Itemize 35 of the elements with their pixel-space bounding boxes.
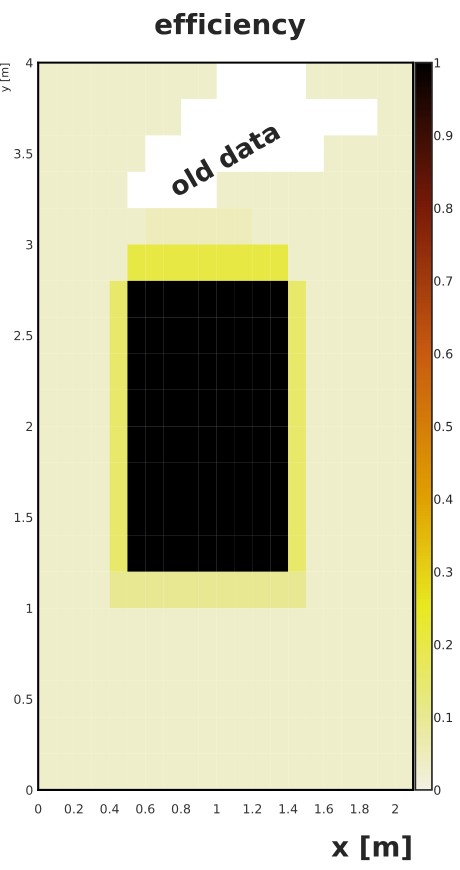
color-bar-label: 1 [434, 58, 440, 68]
x-tick-label: 0.8 [172, 804, 190, 814]
y-tick-label: 1.5 [14, 512, 32, 522]
y-tick-label: 2.5 [14, 330, 32, 340]
x-tick-label: 0.2 [64, 804, 83, 814]
color-bar-label: 0.5 [434, 422, 452, 432]
color-bar-label: 0.7 [434, 276, 452, 286]
y-tick-label: 1 [26, 604, 32, 613]
color-bar-label: 0.6 [434, 349, 452, 358]
color-bar-label: 0.2 [434, 640, 452, 650]
x-tick-label: 1 [214, 804, 220, 814]
y-tick-label: 3 [26, 240, 32, 250]
x-tick-label: 1.4 [280, 804, 298, 814]
x-tick-label: 1.8 [350, 804, 369, 814]
color-bar-label: 0.8 [434, 204, 452, 214]
y-tick-label: 3.5 [14, 149, 32, 158]
y-tick-label: 2 [26, 422, 32, 432]
x-tick-label: 0.6 [136, 804, 154, 814]
x-axis-title: x [m] [332, 835, 411, 860]
y-tick-label: 0.5 [14, 694, 32, 704]
y-tick-label: 4 [26, 58, 33, 68]
x-tick-label: 0 [35, 804, 42, 814]
color-bar-label: 0.3 [434, 567, 452, 577]
x-tick-label: 1.2 [244, 804, 262, 814]
color-bar-label: 0 [434, 785, 440, 795]
x-tick-label: 1.6 [315, 804, 333, 814]
color-bar-label: 0.4 [434, 494, 453, 504]
annotation: old data [167, 120, 281, 198]
chart-title: efficiency [155, 13, 306, 40]
color-bar-label: 0.9 [434, 130, 452, 140]
y-tick-label: 0 [26, 785, 32, 795]
x-tick-label: 2 [392, 804, 398, 814]
y-axis-title: y [m] [0, 64, 11, 92]
color-bar-label: 0.1 [434, 712, 452, 722]
x-tick-label: 0.4 [100, 804, 119, 814]
